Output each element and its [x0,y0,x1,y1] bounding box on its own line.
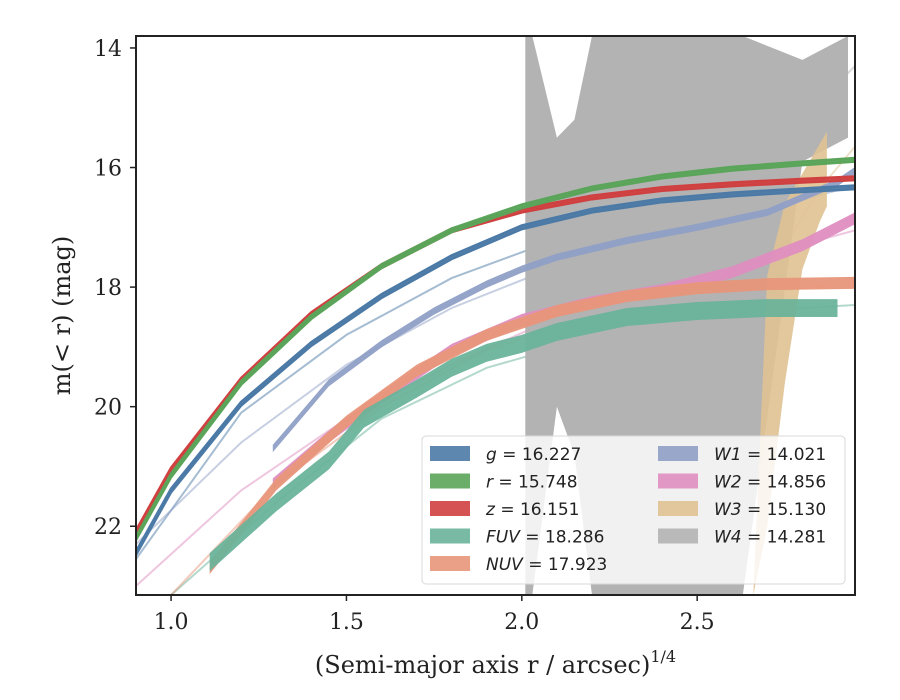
series-nuv-band [209,276,855,575]
x-tick-label: 2.5 [680,610,715,635]
legend-swatch [430,556,470,571]
legend-item-w3: W3 = 15.130 [658,500,826,520]
legend-item-nuv: NUV = 17.923 [430,555,607,575]
legend-label: W1 = 14.021 [714,445,826,465]
y-tick-label: 18 [94,276,122,301]
legend-swatch [658,473,698,489]
legend-item-z: z = 16.151 [430,500,579,520]
legend-item-w4: W4 = 14.281 [658,528,826,548]
legend-swatch [658,446,698,461]
x-axis-title: (Semi-major axis r / arcsec)1/4 [315,647,676,679]
legend-label: W3 = 15.130 [714,500,826,520]
y-tick-label: 16 [94,157,122,182]
legend-swatch [430,473,470,489]
legend-swatch [658,501,698,516]
legend-label: W4 = 14.281 [714,528,826,548]
y-tick-label: 22 [94,515,122,540]
legend-item-g: g = 16.227 [430,445,581,465]
x-tick-label: 1.5 [329,610,364,635]
series-g-band [136,184,855,558]
legend-item-r: r = 15.748 [430,473,578,493]
legend-label: r = 15.748 [486,473,578,493]
legend-swatch [430,501,470,516]
legend-label: FUV = 18.286 [486,528,604,548]
y-axis-title: m(< r) (mag) [48,236,76,395]
series-r-band [136,156,855,543]
y-tick-label: 14 [94,37,122,62]
legend-item-w2: W2 = 14.856 [658,473,826,493]
legend-swatch [430,446,470,461]
legend-label: g = 16.227 [486,445,581,465]
x-tick-label: 2.0 [504,610,539,635]
legend-swatch [430,528,470,544]
legend-item-w1: W1 = 14.021 [658,445,826,465]
x-tick-label: 1.0 [154,610,189,635]
y-tick-label: 20 [94,396,122,421]
legend-item-fuv: FUV = 18.286 [430,528,604,548]
legend-label: W2 = 14.856 [714,473,826,493]
plot-frame [135,35,856,596]
legend-label: NUV = 17.923 [486,555,607,575]
legend-box [421,435,846,585]
legend-swatch [658,528,698,544]
legend-label: z = 16.151 [485,500,579,520]
